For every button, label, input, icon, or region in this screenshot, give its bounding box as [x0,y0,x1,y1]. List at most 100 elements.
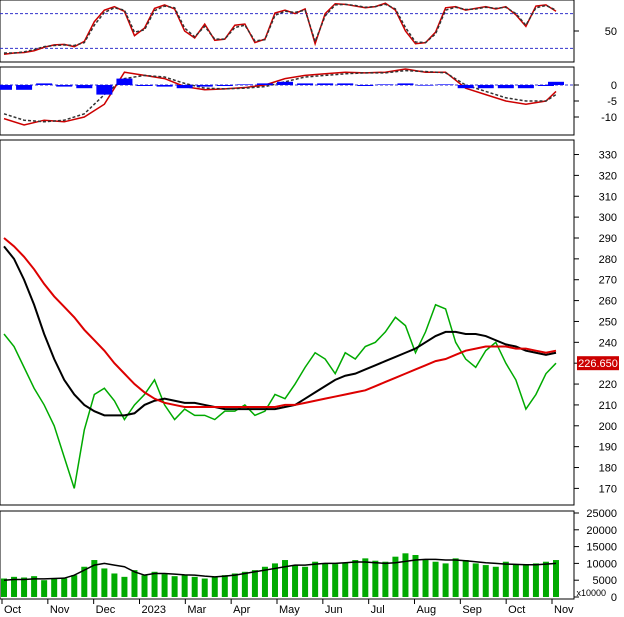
y-tick-label: 320 [599,170,617,182]
volume-bar [141,575,148,597]
y-tick-label: 200 [599,421,617,433]
x-tick-label: May [279,604,300,616]
volume-bar [532,563,539,597]
volume-bar [131,570,138,597]
y-tick-label: 10000 [586,558,617,570]
volume-bar [61,578,68,597]
macd-histogram-bar [317,83,334,85]
volume-bar [231,573,238,597]
oscillator-panel-frame [0,0,575,63]
price-series-0 [3,303,557,489]
volume-bar [41,580,48,597]
x-tick-label: Sep [462,604,482,616]
volume-panel-frame [0,510,575,600]
last-price-badge [577,356,619,371]
volume-bar [292,565,299,597]
macd-histogram-bar [377,84,394,85]
volume-bar [302,566,309,597]
volume-bar [31,576,38,597]
y-tick-label: 330 [599,150,617,162]
macd-histogram-bar [497,85,514,89]
macd-histogram-bar [16,85,33,90]
x-tick-label: Oct [4,604,21,616]
volume-bar [392,556,399,597]
volume-bar [372,560,379,597]
volume-bar [342,562,349,597]
macd-histogram-bar [397,83,414,85]
volume-plot [1,553,559,597]
volume-bar [171,576,178,597]
volume-bar [11,576,18,597]
y-tick-label: 190 [599,442,617,454]
volume-bar [422,560,429,597]
macd-histogram-bar [136,85,153,86]
y-tick-label: -10 [601,112,617,124]
oscillator-series-0 [3,2,557,55]
macd-series-1 [3,69,557,123]
macd-histogram-bar [437,84,454,85]
volume-bar [161,574,168,597]
volume-series-1 [3,558,557,581]
price-series-2 [3,237,557,409]
macd-histogram-bar [96,85,113,95]
macd-histogram-bar [357,85,374,86]
y-tick-label: 310 [599,191,617,203]
macd-histogram-bar [548,81,564,85]
y-tick-label: 180 [599,463,617,475]
macd-histogram-bar [477,85,494,89]
oscillator-plot [0,2,574,55]
volume-bar [472,563,479,597]
axes: 500-5-1033032031030029028027026025024023… [1,26,619,616]
volume-bar [352,560,359,597]
volume-bar [402,553,409,597]
macd-histogram-bar [236,84,253,85]
y-tick-label: 290 [599,233,617,245]
y-tick-label: 15000 [586,542,617,554]
volume-bar [432,561,439,597]
volume-bar [412,555,419,597]
y-tick-label: 250 [599,316,617,328]
macd-histogram-bar [337,83,354,85]
volume-unit-label: x10000 [576,588,606,598]
y-tick-label: 50 [605,26,617,38]
volume-bar [282,560,289,597]
macd-series-0 [3,68,557,126]
volume-bar [522,565,529,597]
x-tick-label: 2023 [142,604,166,616]
macd-plot [0,68,574,126]
macd-histogram-bar [176,85,193,89]
last-price-label: 226.650 [578,358,618,370]
volume-bar [241,571,248,597]
volume-bar [271,563,278,597]
volume-bar [382,561,389,597]
x-tick-label: Oct [508,604,525,616]
volume-bar [251,570,258,597]
volume-bar [1,578,7,597]
volume-bar [261,566,268,597]
x-tick-label: Mar [187,604,206,616]
macd-histogram-bar [277,81,294,85]
volume-bar [442,563,449,597]
volume-bar [51,578,58,597]
volume-bar [121,576,128,597]
price-panel-frame [0,139,575,506]
volume-bar [492,566,499,597]
x-tick-label: Nov [554,604,574,616]
volume-bar [101,568,108,597]
y-tick-label: 25000 [586,508,617,520]
macd-histogram-bar [537,85,554,86]
macd-histogram-bar [256,83,273,85]
y-tick-label: 210 [599,400,617,412]
macd-histogram-bar [517,85,534,89]
volume-bar [502,561,509,597]
macd-histogram-bar [297,83,314,85]
x-tick-label: Aug [417,604,437,616]
volume-bar [201,578,208,597]
volume-bar [332,564,339,597]
y-tick-label: 270 [599,275,617,287]
volume-bar [111,573,118,597]
y-tick-label: 220 [599,379,617,391]
volume-bar [151,571,158,597]
volume-bar [452,558,459,597]
